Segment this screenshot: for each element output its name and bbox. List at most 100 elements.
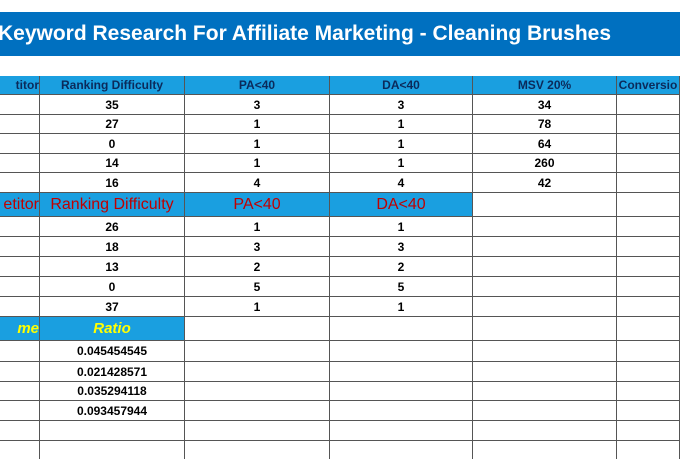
empty-cell <box>0 173 40 193</box>
data-cell: 1 <box>185 154 330 173</box>
data-cell: 27 <box>40 115 185 134</box>
empty-cell <box>330 441 473 459</box>
empty-cell <box>473 257 617 277</box>
empty-cell <box>617 297 680 317</box>
empty-cell <box>185 421 330 441</box>
header-cell: PA<40 <box>185 193 330 217</box>
empty-cell <box>0 95 40 115</box>
data-cell: 1 <box>185 297 330 317</box>
data-cell: 4 <box>185 173 330 193</box>
sheet-title: Keyword Research For Affiliate Marketing… <box>0 12 680 56</box>
empty-cell <box>330 341 473 362</box>
empty-cell <box>0 115 40 134</box>
empty-cell <box>0 441 40 459</box>
data-cell: 1 <box>185 217 330 237</box>
data-cell: 18 <box>40 237 185 257</box>
empty-cell <box>185 317 330 341</box>
data-cell: 37 <box>40 297 185 317</box>
data-cell: 3 <box>185 95 330 115</box>
data-cell: 3 <box>330 237 473 257</box>
empty-cell <box>617 193 680 217</box>
empty-cell <box>617 95 680 115</box>
empty-cell <box>0 341 40 362</box>
data-cell: 2 <box>185 257 330 277</box>
data-cell: 3 <box>330 95 473 115</box>
empty-cell <box>473 421 617 441</box>
data-cell: 1 <box>330 134 473 154</box>
header-cell: DA<40 <box>330 76 473 95</box>
empty-cell <box>473 317 617 341</box>
data-cell: 16 <box>40 173 185 193</box>
empty-cell <box>473 237 617 257</box>
header-cell: titor <box>0 76 40 95</box>
data-cell: 1 <box>330 217 473 237</box>
data-cell: 42 <box>473 173 617 193</box>
empty-cell <box>617 173 680 193</box>
data-cell: 0 <box>40 277 185 297</box>
empty-cell <box>330 421 473 441</box>
header-cell: DA<40 <box>330 193 473 217</box>
header-cell: MSV 20% <box>473 76 617 95</box>
empty-cell <box>473 441 617 459</box>
empty-cell <box>0 382 40 401</box>
empty-cell <box>0 257 40 277</box>
data-cell: 35 <box>40 95 185 115</box>
header-cell: etitor <box>0 193 40 217</box>
data-cell: 5 <box>185 277 330 297</box>
data-cell: 1 <box>330 154 473 173</box>
empty-cell <box>0 237 40 257</box>
empty-cell <box>473 297 617 317</box>
data-cell: 260 <box>473 154 617 173</box>
empty-cell <box>40 421 185 441</box>
empty-cell <box>617 341 680 362</box>
data-cell: 14 <box>40 154 185 173</box>
empty-cell <box>473 217 617 237</box>
empty-cell <box>617 362 680 382</box>
data-cell: 0.093457944 <box>40 401 185 421</box>
empty-cell <box>0 362 40 382</box>
empty-cell <box>0 421 40 441</box>
empty-cell <box>617 134 680 154</box>
header-cell: Ratio <box>40 317 185 341</box>
data-cell: 78 <box>473 115 617 134</box>
empty-cell <box>185 341 330 362</box>
empty-cell <box>617 257 680 277</box>
data-cell: 64 <box>473 134 617 154</box>
empty-cell <box>617 115 680 134</box>
empty-cell <box>330 382 473 401</box>
empty-cell <box>617 401 680 421</box>
data-cell: 5 <box>330 277 473 297</box>
empty-cell <box>617 421 680 441</box>
empty-cell <box>330 362 473 382</box>
empty-cell <box>40 441 185 459</box>
header-cell: Ranking Difficulty <box>40 193 185 217</box>
data-cell: 0.035294118 <box>40 382 185 401</box>
data-cell: 3 <box>185 237 330 257</box>
empty-cell <box>473 382 617 401</box>
empty-cell <box>617 277 680 297</box>
header-cell: Conversio <box>617 76 680 95</box>
data-cell: 0.021428571 <box>40 362 185 382</box>
data-cell: 1 <box>185 115 330 134</box>
header-cell: PA<40 <box>185 76 330 95</box>
header-cell: Ranking Difficulty <box>40 76 185 95</box>
empty-cell <box>473 277 617 297</box>
empty-cell <box>473 401 617 421</box>
data-cell: 0.045454545 <box>40 341 185 362</box>
empty-cell <box>0 154 40 173</box>
data-cell: 34 <box>473 95 617 115</box>
data-cell: 1 <box>330 297 473 317</box>
empty-cell <box>617 382 680 401</box>
data-cell: 13 <box>40 257 185 277</box>
empty-cell <box>617 441 680 459</box>
empty-cell <box>0 297 40 317</box>
empty-cell <box>185 382 330 401</box>
empty-cell <box>617 217 680 237</box>
empty-cell <box>0 217 40 237</box>
empty-cell <box>0 277 40 297</box>
empty-cell <box>617 237 680 257</box>
empty-cell <box>0 401 40 421</box>
empty-cell <box>330 401 473 421</box>
data-cell: 1 <box>185 134 330 154</box>
